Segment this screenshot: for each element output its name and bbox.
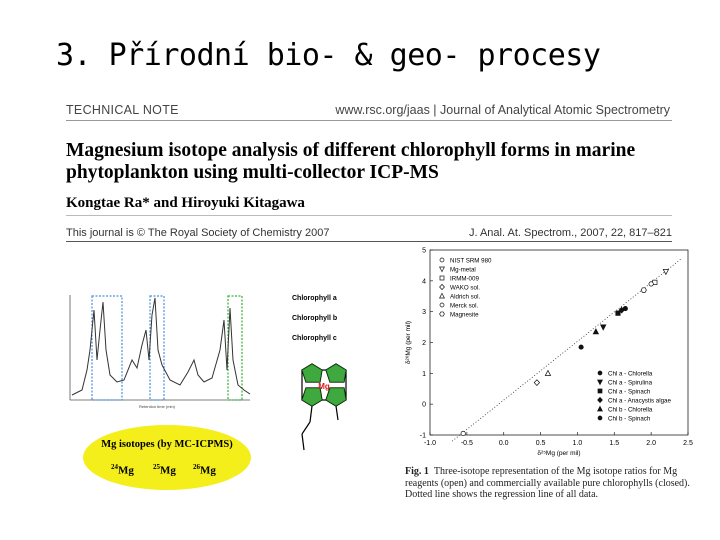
legend-marker	[597, 415, 603, 421]
legend-label: NIST SRM 980	[450, 258, 492, 265]
header-rule	[66, 120, 672, 121]
y-tick-label: 1	[422, 371, 426, 378]
journal-rule	[66, 241, 672, 242]
legend-marker	[439, 257, 445, 263]
mg-isotopes-title: Mg isotopes (by MC-ICPMS)	[101, 439, 233, 450]
legend-marker	[439, 275, 445, 281]
journal-line: This journal is © The Royal Society of C…	[66, 227, 672, 239]
legend-label: Chl a - Spirulina	[608, 380, 653, 387]
x-tick-label: -1.0	[424, 440, 436, 447]
svg-text:Retention time (min): Retention time (min)	[139, 404, 176, 409]
legend-label: WAKO sol.	[450, 285, 480, 292]
figure-caption: Fig. 1 Three-isotope representation of t…	[405, 466, 695, 501]
x-tick-label: -0.5	[461, 440, 473, 447]
y-axis-label: δ²⁶Mg (per mil)	[405, 321, 412, 364]
x-tick-label: 2.0	[646, 440, 656, 447]
data-point	[533, 379, 541, 386]
legend-marker	[597, 388, 603, 394]
x-tick-label: 0.5	[536, 440, 546, 447]
legend-marker	[439, 302, 445, 308]
mg-center-label: Mg	[318, 382, 330, 391]
legend-label: Merck sol.	[450, 303, 478, 310]
data-point	[648, 281, 654, 287]
slide-title: 3. Přírodní bio- & geo- procesy	[56, 38, 601, 73]
caption-label: Fig. 1	[405, 466, 429, 477]
legend-label: Chl a - Chlorella	[608, 371, 653, 378]
y-tick-label: 3	[422, 309, 426, 316]
paper-title-line-1: Magnesium isotope analysis of different …	[66, 140, 636, 161]
data-point	[615, 310, 621, 316]
legend-marker	[439, 283, 445, 291]
legend-label: Mg-metal	[450, 267, 476, 274]
chlorophyll-panel: Chlorophyll a Chlorophyll b Chlorophyll …	[282, 290, 362, 490]
y-tick-label: 5	[422, 248, 426, 255]
isotope-25mg: 25Mg	[153, 463, 176, 477]
legend-marker	[439, 292, 445, 299]
x-tick-label: 1.0	[573, 440, 583, 447]
legend-label: Chl a - Spinach	[608, 389, 651, 396]
y-tick-label: 4	[422, 278, 426, 285]
chlorophyll-c-label: Chlorophyll c	[292, 335, 337, 342]
paper-title: Magnesium isotope analysis of different …	[66, 140, 676, 184]
legend-marker	[439, 266, 445, 273]
legend-marker	[597, 379, 603, 386]
three-isotope-plot: -1.0 -0.5 0.0 0.5 1.0 1.5 2.0 2.5 -1 0 1 2 3 4 5 δ²⁵Mg …	[405, 248, 693, 458]
data-point	[600, 324, 607, 331]
citation-text: J. Anal. At. Spectrom., 2007, 22, 817–82…	[468, 227, 672, 239]
chromatogram-figure: Retention time (min)	[62, 290, 252, 410]
legend-label: IRMM-009	[450, 276, 479, 283]
x-axis-label: δ²⁵Mg (per mil)	[537, 450, 580, 457]
paper-authors: Kongtae Ra* and Hiroyuki Kitagawa	[66, 195, 305, 211]
chlorophyll-molecule-image: Mg	[301, 363, 347, 451]
legend-label: Chl b - Spinach	[608, 416, 651, 423]
data-point	[544, 369, 552, 376]
y-tick-label: -1	[420, 433, 426, 440]
caption-text: Three-isotope representation of the Mg i…	[405, 466, 690, 500]
regression-line	[451, 258, 681, 442]
legend-marker	[597, 405, 603, 412]
isotope-26mg: 26Mg	[193, 463, 216, 477]
legend-label: Chl a - Anacystis algae	[608, 398, 671, 405]
data-point	[622, 306, 628, 312]
y-tick-label: 0	[422, 402, 426, 409]
authors-rule	[66, 215, 672, 216]
legend-label: Chl b - Chlorella	[608, 407, 653, 414]
data-point	[640, 287, 647, 293]
chlorophyll-b-label: Chlorophyll b	[292, 315, 338, 322]
data-point	[592, 328, 600, 335]
journal-name: www.rsc.org/jaas | Journal of Analytical…	[335, 103, 670, 117]
paper-title-line-2: phytoplankton using multi-collector ICP-…	[66, 162, 439, 183]
y-tick-label: 2	[422, 340, 426, 347]
isotope-24mg: 24Mg	[111, 463, 134, 477]
copyright-text: This journal is © The Royal Society of C…	[66, 227, 330, 239]
section-label: TECHNICAL NOTE	[66, 103, 179, 117]
mg-isotopes-ellipse: Mg isotopes (by MC-ICPMS) 24Mg 25Mg 26Mg	[83, 425, 251, 490]
legend-label: Magnesite	[450, 312, 479, 319]
legend-marker	[597, 396, 603, 404]
x-tick-label: 1.5	[609, 440, 619, 447]
paper-header: TECHNICAL NOTE www.rsc.org/jaas | Journa…	[66, 100, 670, 122]
x-tick-label: 2.5	[683, 440, 693, 447]
data-point	[578, 344, 584, 350]
data-point	[460, 430, 466, 437]
data-point	[662, 269, 670, 276]
legend-marker	[597, 370, 603, 376]
legend-marker	[439, 311, 445, 317]
x-tick-label: 0.0	[499, 440, 509, 447]
legend-label: Aldrich sol.	[450, 294, 481, 301]
chlorophyll-a-label: Chlorophyll a	[292, 295, 337, 302]
